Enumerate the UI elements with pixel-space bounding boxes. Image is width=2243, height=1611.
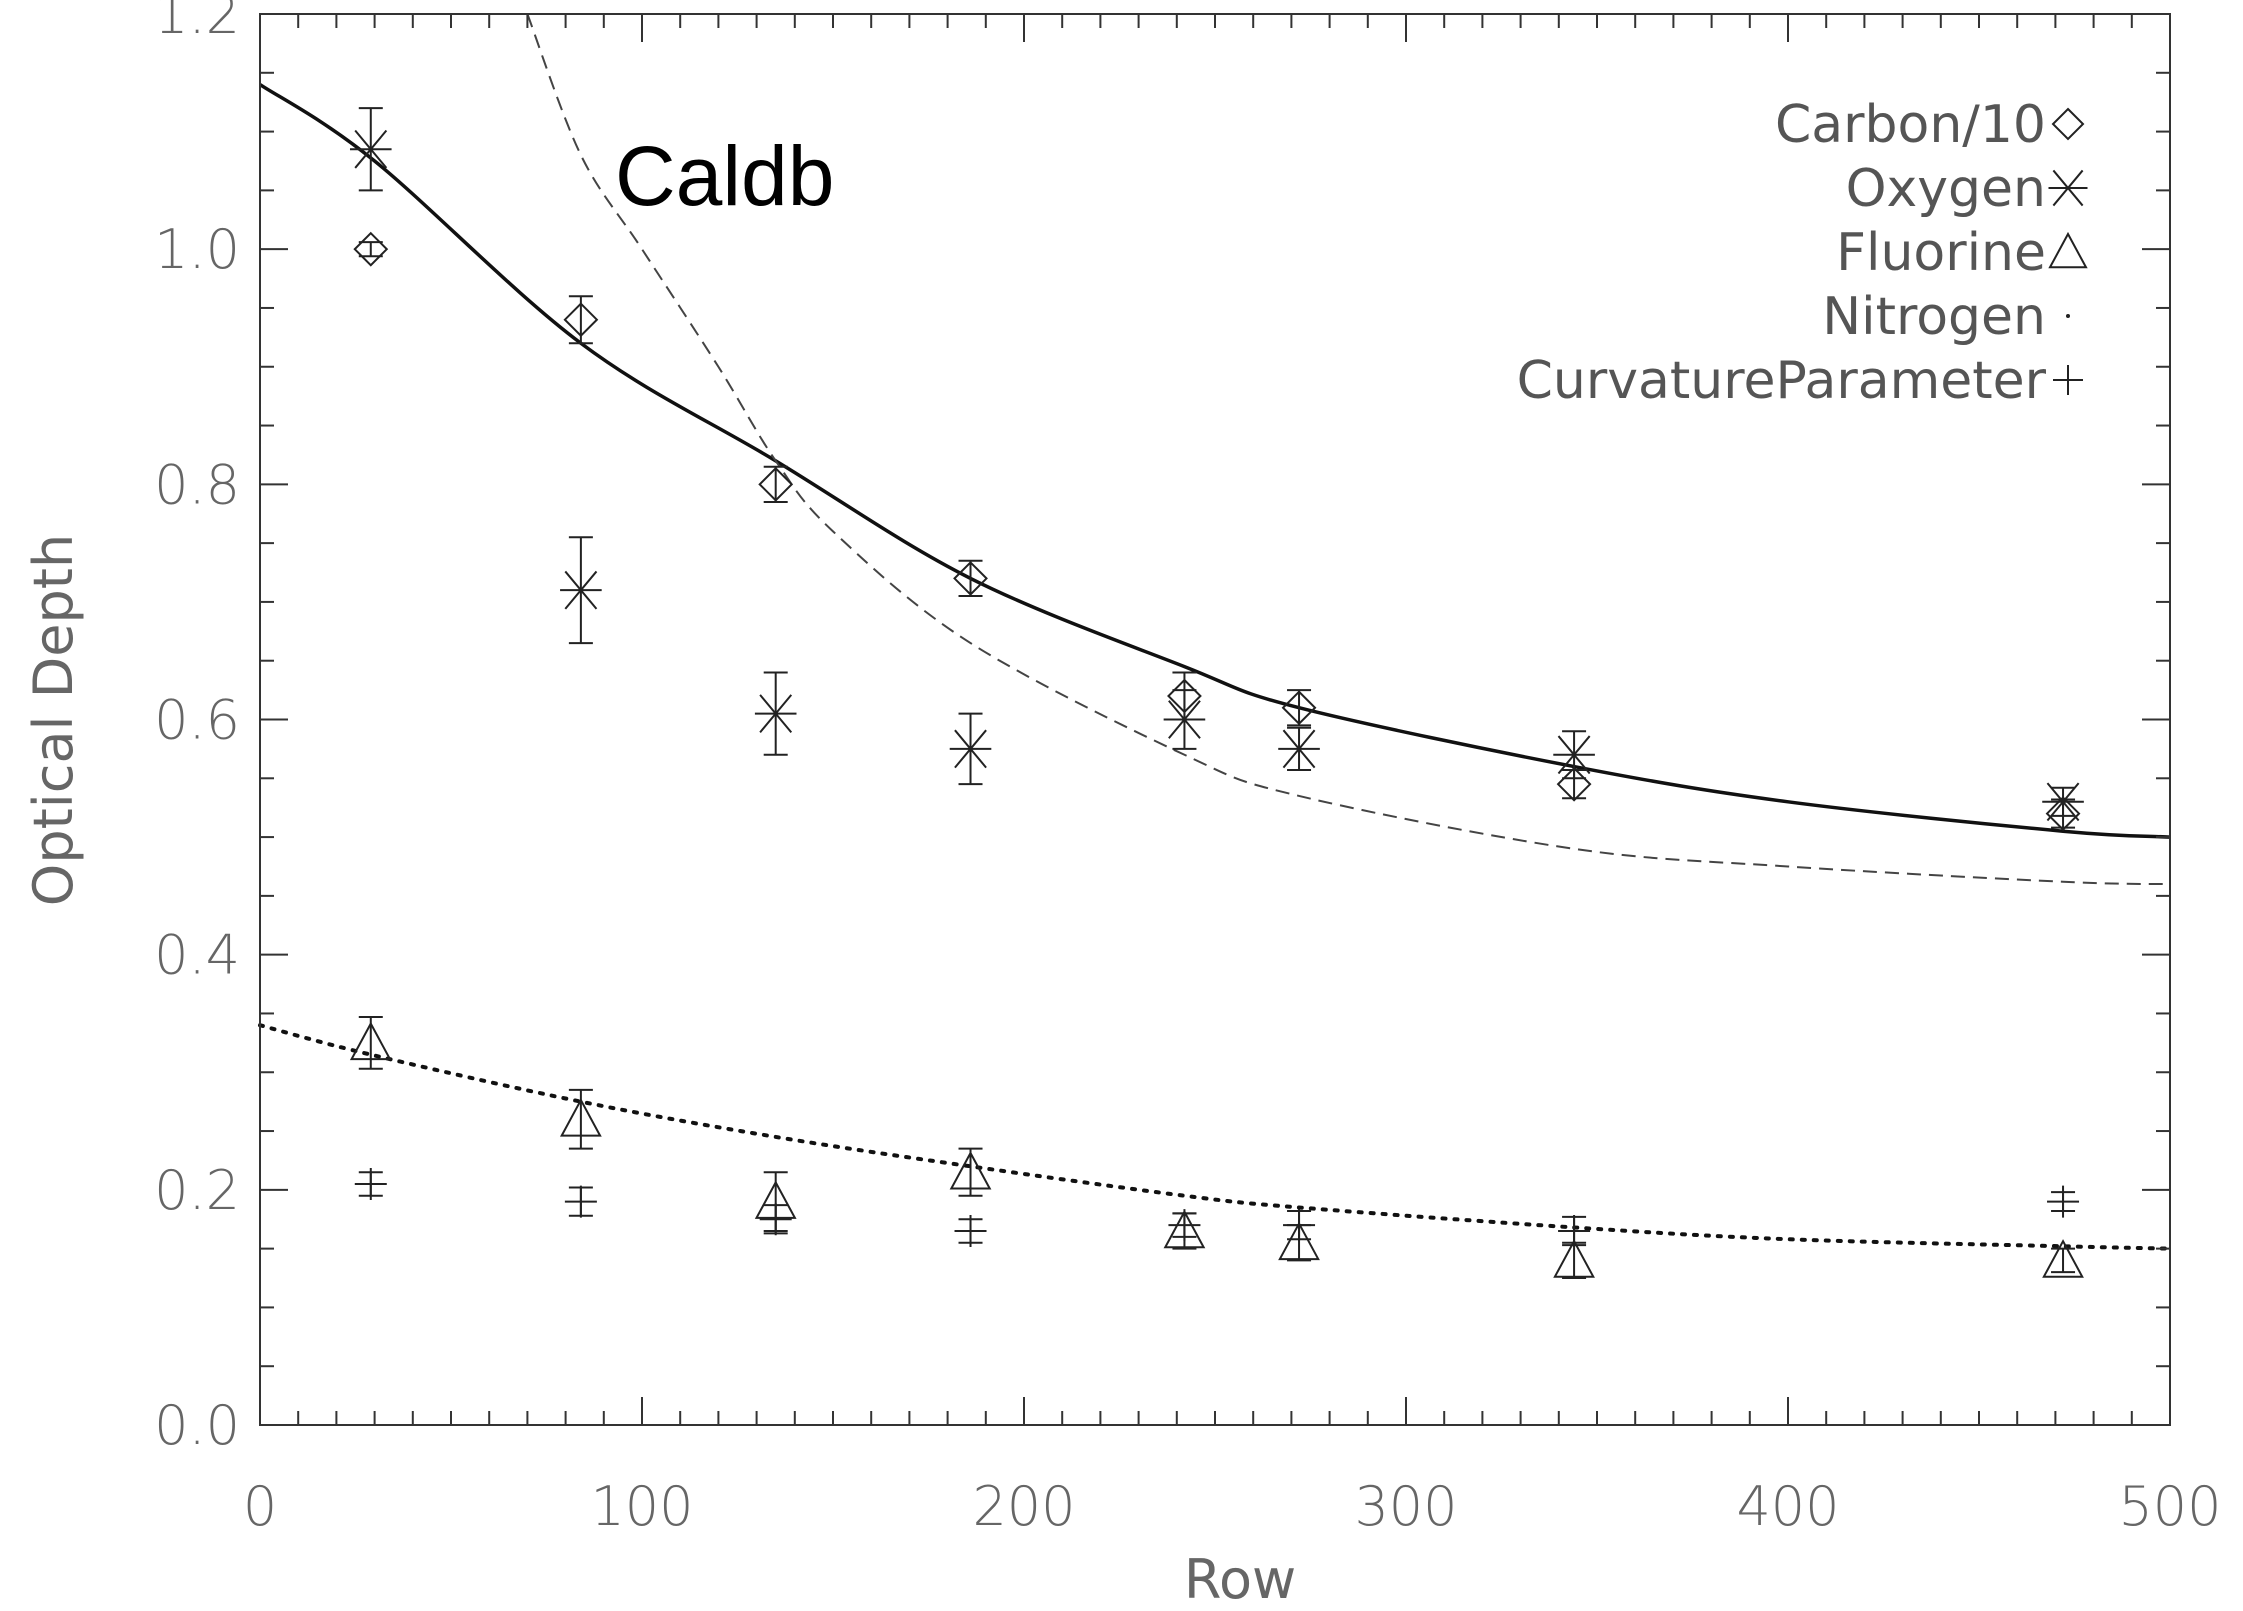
y-tick-label: 0.0: [154, 1394, 240, 1457]
x-tick-label: 400: [1736, 1475, 1839, 1538]
y-tick-label: 0.2: [154, 1159, 240, 1222]
y-tick-label: 1.0: [154, 218, 240, 281]
legend-marker: [2066, 314, 2070, 318]
legend-label: Oxygen: [1846, 159, 2046, 219]
x-tick-label: 500: [2118, 1475, 2221, 1538]
x-tick-label: 200: [972, 1475, 1075, 1538]
y-tick-label: 0.4: [154, 924, 240, 987]
data-point: [1553, 731, 1595, 778]
y-tick-label: 1.2: [154, 0, 240, 46]
y-tick-label: 0.6: [154, 689, 240, 752]
legend-label: Carbon/10: [1775, 95, 2046, 155]
y-axis-title: Optical Depth: [22, 534, 85, 906]
dot-marker: [2066, 314, 2070, 318]
data-point: [1168, 1209, 1200, 1241]
x-tick-label: 300: [1354, 1475, 1457, 1538]
legend-label: Fluorine: [1836, 223, 2046, 283]
legend-label: CurvatureParameter: [1517, 351, 2047, 411]
y-tick-label: 0.8: [154, 453, 240, 516]
x-axis-title: Row: [1184, 1548, 1296, 1611]
legend-label: Nitrogen: [1822, 287, 2046, 347]
data-point: [355, 1168, 387, 1200]
caldb-annotation: Caldb: [615, 129, 834, 223]
x-tick-label: 0: [243, 1475, 277, 1538]
data-point: [955, 1215, 987, 1247]
x-tick-label: 100: [590, 1475, 693, 1538]
